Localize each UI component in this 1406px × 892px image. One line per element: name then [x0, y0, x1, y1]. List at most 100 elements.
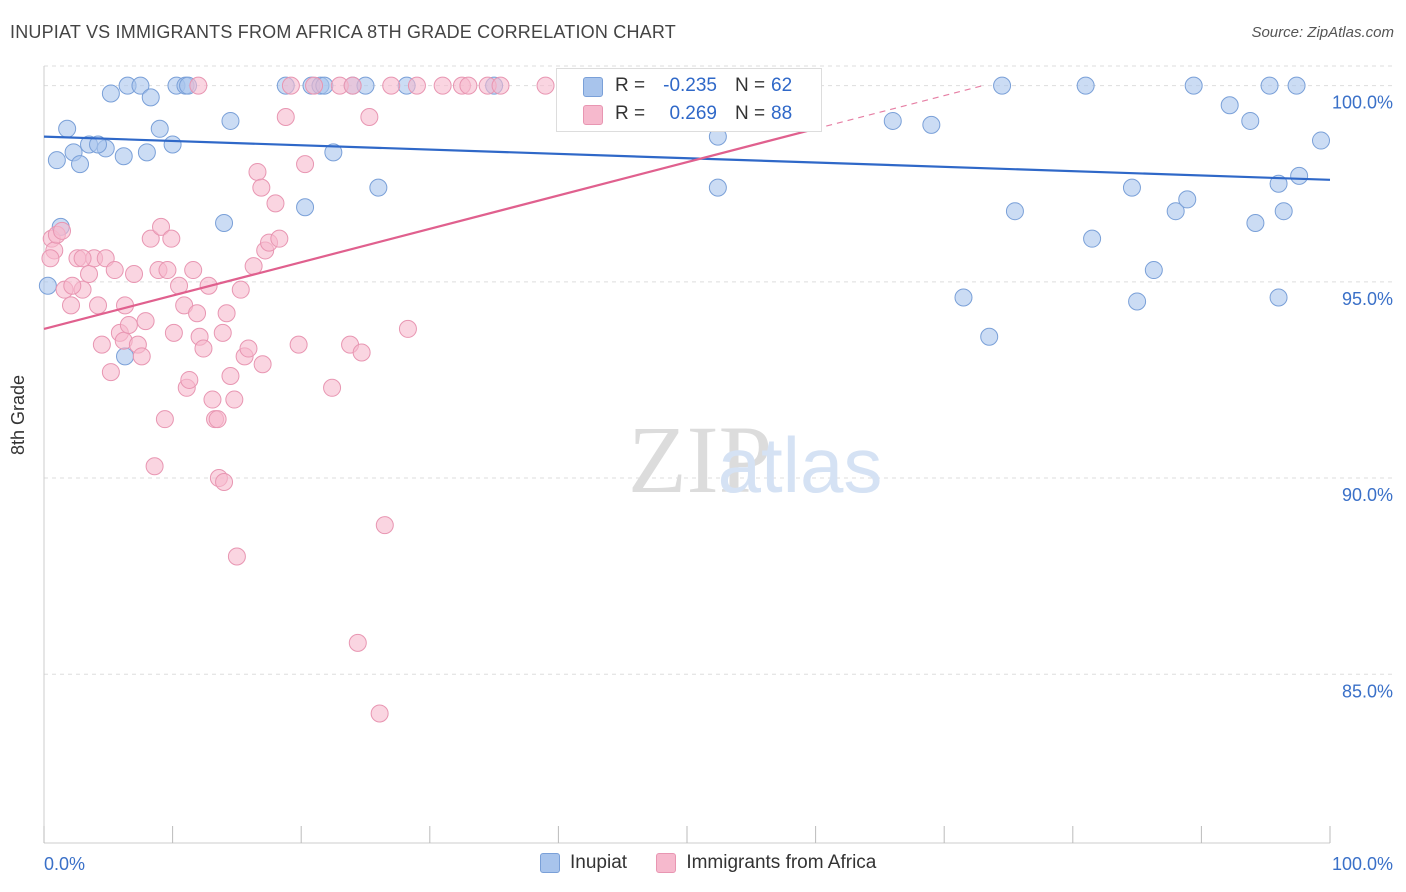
point-africa: [194, 339, 213, 358]
point-africa: [188, 304, 207, 323]
point-africa: [281, 76, 300, 95]
x-tick-label: 100.0%: [1332, 854, 1393, 874]
point-africa: [105, 261, 124, 280]
x-tick-label: 0.0%: [44, 854, 85, 874]
stats-row-africa: R = 0.269 N = 88: [557, 101, 821, 129]
marks: [38, 76, 1330, 723]
point-africa: [296, 155, 315, 174]
point-inupiat: [141, 88, 160, 107]
point-inupiat: [369, 178, 388, 197]
y-axis-label: 8th Grade: [8, 374, 28, 455]
point-inupiat: [71, 155, 90, 174]
legend-label-africa: Immigrants from Africa: [686, 852, 877, 873]
point-inupiat: [1122, 178, 1141, 197]
point-inupiat: [1290, 166, 1309, 185]
point-africa: [180, 370, 199, 389]
point-africa: [53, 221, 72, 240]
tick-labels: 100.0% 95.0% 90.0% 85.0% 0.0% 100.0%: [44, 93, 1393, 874]
point-africa: [305, 76, 324, 95]
point-africa: [92, 335, 111, 354]
point-africa: [252, 178, 271, 197]
point-africa: [343, 76, 362, 95]
stats-n-label: N =: [735, 75, 766, 96]
y-tick-label: 95.0%: [1342, 289, 1393, 309]
trend-line-inupiat: [43, 135, 1331, 181]
stats-r-value: 0.269: [669, 103, 717, 124]
watermark-zip: ZIP: [628, 406, 772, 513]
legend-item-inupiat[interactable]: Inupiat: [540, 852, 627, 874]
trend-line-africa-extension: [815, 85, 983, 130]
point-africa: [125, 264, 144, 283]
point-inupiat: [954, 288, 973, 307]
trend-lines: [43, 85, 1331, 330]
point-africa: [217, 304, 236, 323]
point-africa: [89, 296, 108, 315]
point-africa: [225, 390, 244, 409]
point-africa: [352, 343, 371, 362]
point-inupiat: [980, 327, 999, 346]
stats-n-label: N =: [735, 103, 766, 124]
point-inupiat: [993, 76, 1012, 95]
point-africa: [136, 312, 155, 331]
watermark-atlas: atlas: [718, 421, 883, 509]
stats-legend: R = -0.235 N = 62 R = 0.269 N = 88: [556, 68, 822, 132]
point-africa: [203, 390, 222, 409]
point-inupiat: [116, 347, 135, 366]
stats-r-label: R =: [615, 103, 646, 124]
point-inupiat: [1241, 111, 1260, 130]
stats-r-label: R =: [615, 75, 646, 96]
point-inupiat: [1178, 190, 1197, 209]
point-africa: [101, 363, 120, 382]
point-africa: [215, 472, 234, 491]
stats-swatch-inupiat: [583, 77, 603, 97]
legend-swatch-africa: [656, 853, 677, 873]
legend-item-africa[interactable]: Immigrants from Africa: [656, 852, 876, 874]
point-inupiat: [1005, 202, 1024, 221]
point-africa: [158, 261, 177, 280]
point-africa: [266, 194, 285, 213]
stats-row-inupiat: R = -0.235 N = 62: [557, 73, 821, 101]
point-inupiat: [1184, 76, 1203, 95]
point-inupiat: [38, 276, 57, 295]
point-inupiat: [114, 147, 133, 166]
point-inupiat: [58, 119, 77, 138]
point-inupiat: [1269, 288, 1288, 307]
point-africa: [208, 410, 227, 429]
point-africa: [276, 108, 295, 127]
point-africa: [536, 76, 555, 95]
point-africa: [382, 76, 401, 95]
point-africa: [119, 316, 138, 334]
point-africa: [132, 347, 151, 366]
y-tick-label: 90.0%: [1342, 485, 1393, 505]
point-africa: [370, 704, 389, 723]
point-africa: [407, 76, 426, 95]
chart-source: Source: ZipAtlas.com: [1251, 24, 1394, 41]
point-inupiat: [922, 115, 941, 134]
point-africa: [227, 547, 246, 566]
legend-label-inupiat: Inupiat: [570, 852, 628, 873]
point-inupiat: [150, 119, 169, 138]
point-africa: [145, 457, 164, 476]
point-africa: [221, 367, 240, 386]
point-africa: [248, 162, 267, 181]
point-africa: [63, 276, 82, 295]
point-africa: [270, 229, 289, 248]
point-inupiat: [1220, 96, 1239, 115]
trend-line-africa: [43, 127, 816, 330]
point-africa: [184, 261, 203, 280]
stats-swatch-africa: [583, 105, 603, 125]
point-africa: [141, 229, 160, 248]
point-inupiat: [1260, 76, 1279, 95]
point-africa: [433, 76, 452, 95]
point-africa: [323, 378, 342, 397]
point-inupiat: [296, 198, 315, 217]
legend-swatch-inupiat: [540, 853, 560, 873]
point-inupiat: [47, 151, 66, 170]
y-tick-label: 100.0%: [1332, 93, 1393, 113]
point-inupiat: [1076, 76, 1095, 95]
point-africa: [62, 296, 81, 315]
point-inupiat: [101, 84, 120, 103]
point-inupiat: [324, 143, 343, 162]
point-africa: [289, 335, 308, 354]
